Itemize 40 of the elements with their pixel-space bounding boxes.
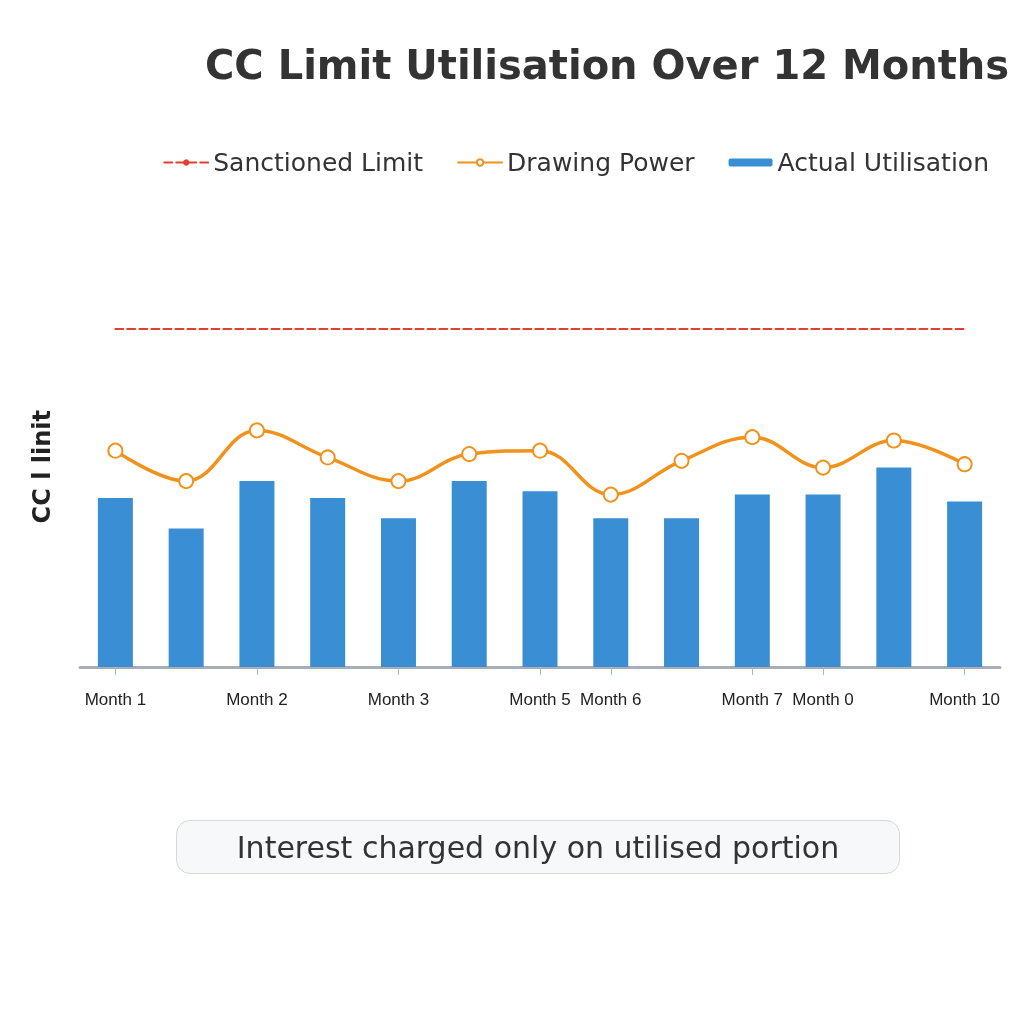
bar — [380, 518, 416, 667]
bar — [805, 494, 841, 667]
x-tick-label: Month 5 — [509, 690, 571, 709]
bar — [451, 481, 487, 667]
point — [673, 452, 690, 469]
bar — [876, 467, 912, 667]
legend-label: Sanctioned Limit — [213, 148, 424, 177]
bar — [947, 501, 983, 667]
bar — [239, 481, 275, 667]
chart-title: CC Limit Utilisation Over 12 Months — [205, 42, 1010, 88]
x-tick-label: Month 1 — [84, 690, 147, 709]
point — [178, 473, 195, 490]
point — [744, 429, 761, 446]
point — [461, 446, 478, 463]
x-tick-label: Month 3 — [367, 690, 430, 709]
bar — [310, 498, 346, 667]
point — [532, 442, 548, 459]
bar — [522, 491, 558, 667]
bar — [97, 498, 133, 667]
bar — [734, 494, 770, 667]
point — [815, 459, 832, 476]
point — [602, 486, 619, 503]
text: Interest charged only on utilised portion — [176, 820, 900, 874]
point — [956, 456, 973, 473]
x-tick-label: Month 0 — [792, 690, 854, 709]
bar — [593, 518, 629, 667]
legend-label: Drawing Power — [507, 148, 696, 177]
point — [107, 442, 124, 459]
point — [248, 422, 265, 439]
point — [390, 473, 407, 490]
bar — [168, 528, 204, 667]
x-tick-label: Month 6 — [580, 690, 642, 709]
point — [319, 449, 336, 466]
legend-label: Actual Utilisation — [777, 148, 990, 177]
x-tick-label: Month 7 — [721, 690, 784, 709]
x-tick-label: Month 2 — [226, 690, 288, 709]
point — [885, 432, 902, 449]
bar — [664, 518, 700, 667]
y-axis-title: CC l linit — [28, 410, 56, 524]
x-tick-label: Month 10 — [929, 690, 1001, 709]
